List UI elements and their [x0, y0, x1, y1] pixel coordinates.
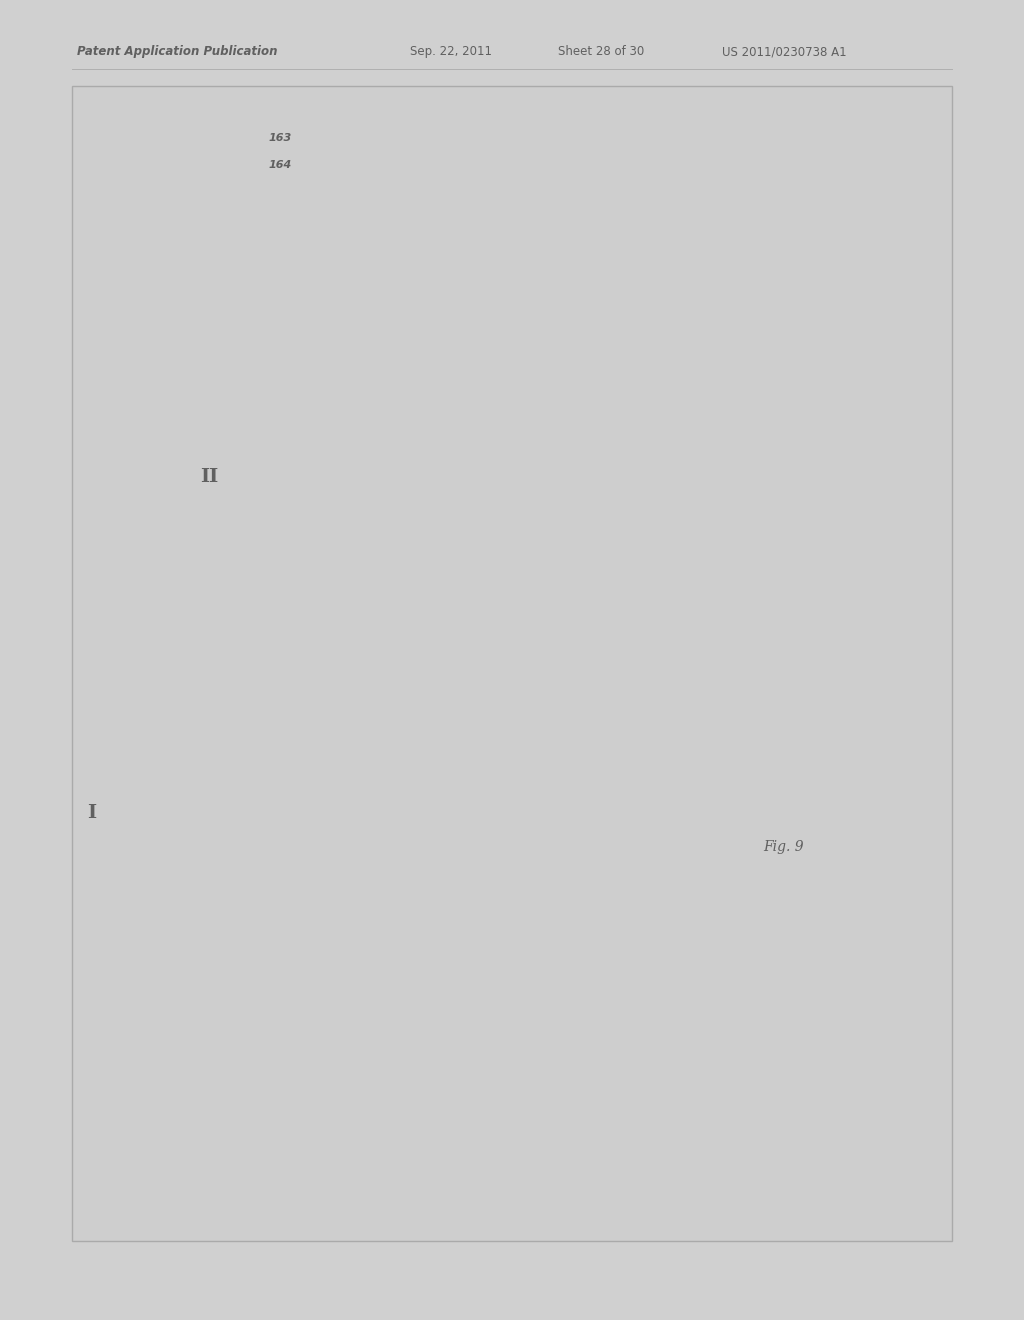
Bar: [291, 799, 420, 1106]
Text: II: II: [200, 467, 218, 486]
Text: 163: 163: [626, 492, 654, 528]
Text: Source light: Source light: [126, 1097, 198, 1110]
Text: 0 uM: 0 uM: [328, 177, 353, 187]
Text: US 2011/0230738 A1: US 2011/0230738 A1: [722, 45, 847, 58]
Text: Heterogeneous model: Heterogeneous model: [476, 850, 488, 1006]
Text: 9.6uM: 9.6uM: [328, 215, 360, 226]
Text: Patent Application Publication: Patent Application Publication: [77, 45, 278, 58]
Text: 163: 163: [268, 133, 292, 144]
Text: 164: 164: [268, 160, 292, 170]
Text: Sep. 22, 2011: Sep. 22, 2011: [410, 45, 492, 58]
Text: I: I: [87, 804, 96, 822]
Text: 164: 164: [542, 421, 572, 455]
Text: 10mm: 10mm: [265, 760, 275, 796]
Ellipse shape: [307, 919, 343, 956]
Text: dia 8mm, 60mm depth: dia 8mm, 60mm depth: [450, 870, 463, 1020]
Text: Sheet 28 of 30: Sheet 28 of 30: [558, 45, 644, 58]
Y-axis label: Time (ns): Time (ns): [915, 440, 929, 498]
Text: Fig. 9: Fig. 9: [763, 841, 804, 854]
